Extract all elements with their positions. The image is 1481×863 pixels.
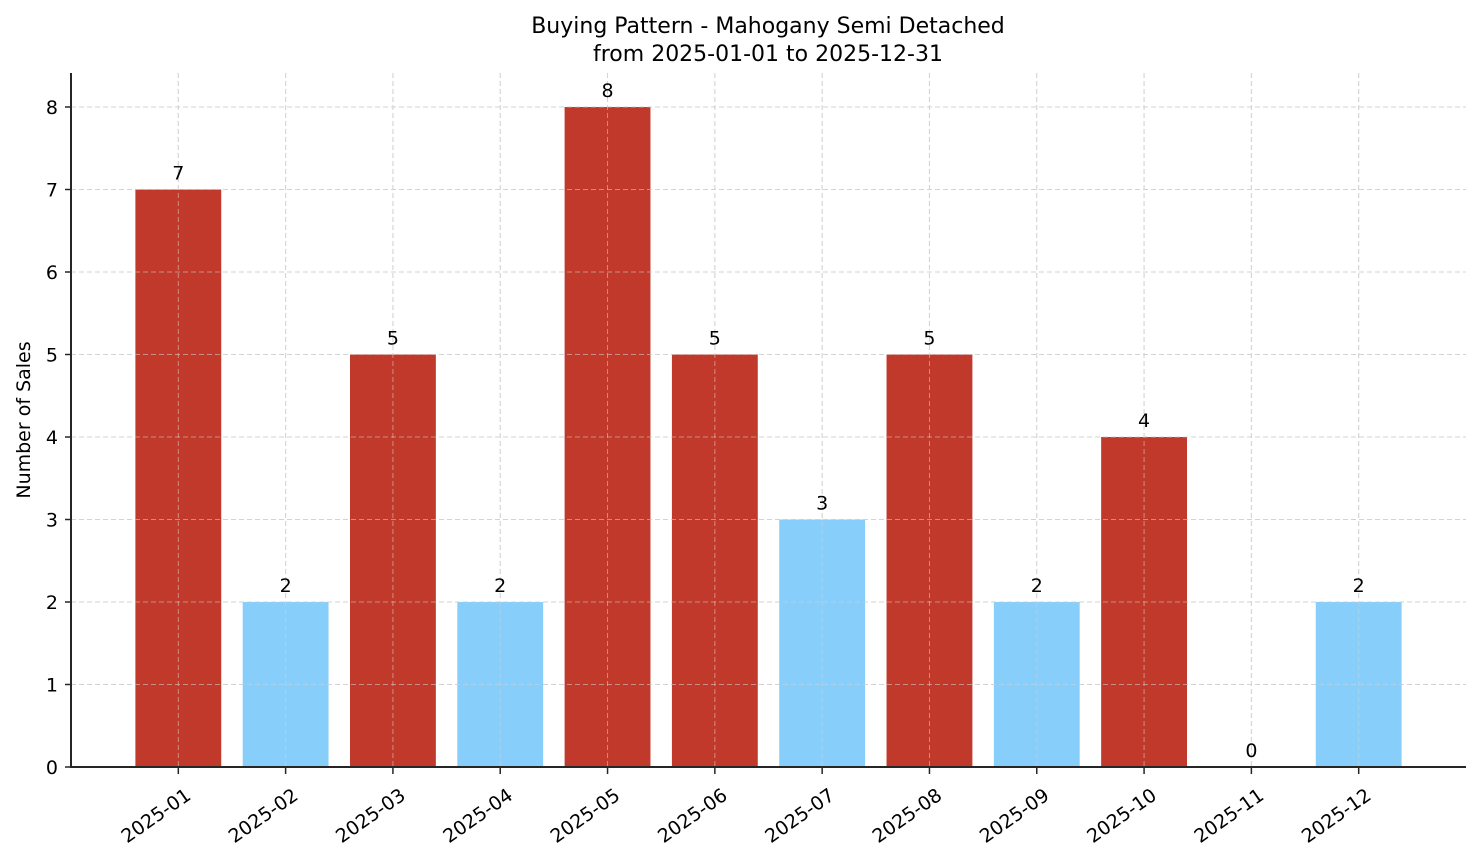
y-tick-label: 2 [46, 592, 58, 614]
y-tick-label: 1 [46, 675, 58, 697]
y-tick-label: 6 [46, 262, 58, 284]
y-tick-label: 4 [46, 427, 58, 449]
y-tick-label: 5 [46, 345, 58, 367]
x-tick-label: 2025-02 [225, 784, 303, 848]
y-axis-label: Number of Sales [13, 341, 35, 498]
x-tick-label: 2025-04 [439, 784, 517, 848]
x-tick-label: 2025-09 [976, 784, 1054, 848]
y-tick-label: 7 [46, 180, 58, 202]
chart-subtitle: from 2025-01-01 to 2025-12-31 [593, 42, 943, 67]
chart-title: Buying Pattern - Mahogany Semi Detached [531, 14, 1005, 39]
data-label: 8 [601, 80, 613, 102]
x-tick-label: 2025-03 [332, 784, 410, 848]
data-label: 2 [494, 575, 506, 597]
x-tick-label: 2025-10 [1083, 784, 1161, 848]
data-label: 2 [1031, 575, 1043, 597]
x-tick-label: 2025-08 [868, 784, 946, 848]
data-label: 5 [709, 328, 721, 350]
y-tick-label: 0 [46, 757, 58, 779]
x-tick-label: 2025-05 [547, 784, 625, 848]
y-tick-label: 3 [46, 510, 58, 532]
data-labels: 7 2 5 2 8 5 3 5 2 4 0 2 [172, 80, 1364, 762]
x-tick-label: 2025-12 [1298, 784, 1376, 848]
x-tick-label: 2025-07 [761, 784, 839, 848]
data-label: 2 [280, 575, 292, 597]
x-tick-label: 2025-11 [1190, 784, 1268, 848]
data-label: 7 [172, 163, 184, 185]
data-label: 5 [387, 328, 399, 350]
y-tick-label: 8 [46, 97, 58, 119]
x-tick-label: 2025-01 [117, 784, 195, 848]
x-tick-label: 2025-06 [654, 784, 732, 848]
grid-lines-overlay [71, 73, 1466, 767]
data-label: 3 [816, 493, 828, 515]
data-label: 2 [1353, 575, 1365, 597]
data-label: 4 [1138, 410, 1150, 432]
data-label: 0 [1245, 740, 1257, 762]
data-label: 5 [923, 328, 935, 350]
